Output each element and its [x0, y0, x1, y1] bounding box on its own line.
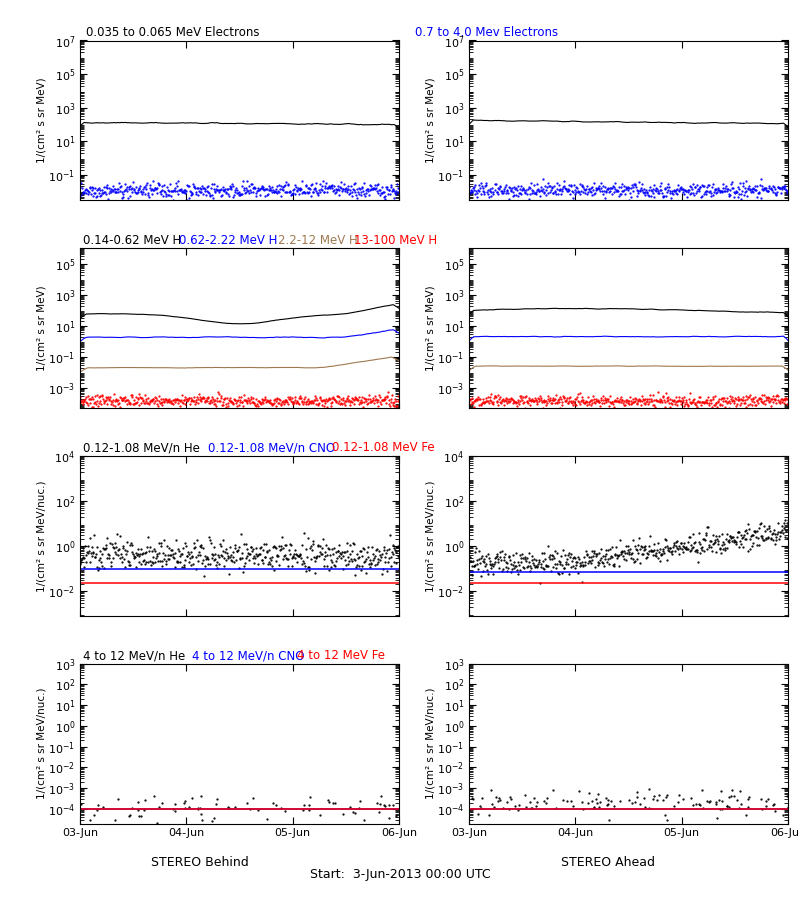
Text: 0.035 to 0.065 MeV Electrons: 0.035 to 0.065 MeV Electrons	[86, 26, 260, 39]
Text: 0.14-0.62 MeV H: 0.14-0.62 MeV H	[83, 234, 182, 247]
Text: 0.12-1.08 MeV Fe: 0.12-1.08 MeV Fe	[332, 441, 434, 454]
Text: 0.12-1.08 MeV/n CNO: 0.12-1.08 MeV/n CNO	[207, 441, 334, 454]
Text: Start:  3-Jun-2013 00:00 UTC: Start: 3-Jun-2013 00:00 UTC	[310, 868, 490, 881]
Y-axis label: 1/(cm² s sr MeV/nuc.): 1/(cm² s sr MeV/nuc.)	[37, 688, 46, 799]
Text: 4 to 12 MeV/n He: 4 to 12 MeV/n He	[83, 649, 186, 662]
Y-axis label: 1/(cm² s sr MeV): 1/(cm² s sr MeV)	[37, 77, 46, 163]
Y-axis label: 1/(cm² s sr MeV/nuc.): 1/(cm² s sr MeV/nuc.)	[37, 480, 47, 591]
Text: 2.2-12 MeV H: 2.2-12 MeV H	[278, 234, 358, 247]
Text: STEREO Behind: STEREO Behind	[151, 856, 249, 868]
Y-axis label: 1/(cm² s sr MeV): 1/(cm² s sr MeV)	[426, 77, 436, 163]
Text: 0.12-1.08 MeV/n He: 0.12-1.08 MeV/n He	[83, 441, 200, 454]
Y-axis label: 1/(cm² s sr MeV): 1/(cm² s sr MeV)	[426, 285, 436, 371]
Text: 4 to 12 MeV Fe: 4 to 12 MeV Fe	[297, 649, 385, 662]
Text: 4 to 12 MeV/n CNO: 4 to 12 MeV/n CNO	[192, 649, 304, 662]
Text: 0.62-2.22 MeV H: 0.62-2.22 MeV H	[179, 234, 278, 247]
Text: 0.7 to 4.0 Mev Electrons: 0.7 to 4.0 Mev Electrons	[415, 26, 558, 39]
Y-axis label: 1/(cm² s sr MeV/nuc.): 1/(cm² s sr MeV/nuc.)	[426, 688, 435, 799]
Y-axis label: 1/(cm² s sr MeV): 1/(cm² s sr MeV)	[37, 285, 46, 371]
Text: 13-100 MeV H: 13-100 MeV H	[354, 234, 438, 247]
Y-axis label: 1/(cm² s sr MeV/nuc.): 1/(cm² s sr MeV/nuc.)	[426, 480, 436, 591]
Text: STEREO Ahead: STEREO Ahead	[561, 856, 655, 868]
